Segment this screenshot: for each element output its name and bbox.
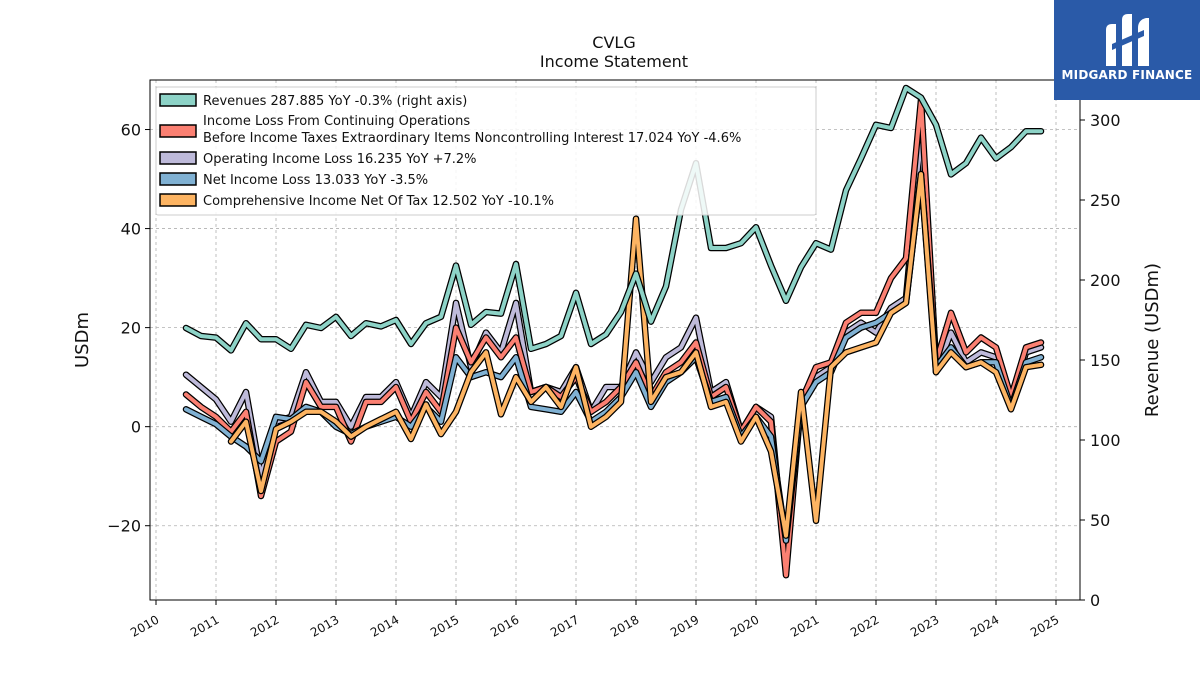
x-tick-label: 2023 xyxy=(908,612,941,639)
y2-tick-label: 100 xyxy=(1090,431,1121,450)
x-tick-label: 2010 xyxy=(128,612,161,639)
legend-swatch-net-income xyxy=(159,172,197,186)
x-tick-label: 2019 xyxy=(668,612,701,639)
legend-box xyxy=(155,86,817,216)
chart-subtitle: Income Statement xyxy=(540,52,688,71)
x-tick-label: 2014 xyxy=(368,612,401,639)
y-tick-label: 40 xyxy=(121,220,141,239)
x-tick-label: 2025 xyxy=(1028,612,1061,639)
series-lines xyxy=(182,84,1045,579)
y-tick-label: −20 xyxy=(107,517,141,536)
x-tick-label: 2020 xyxy=(728,612,761,639)
legend-label-operating-income: Operating Income Loss 16.235 YoY +7.2% xyxy=(203,152,477,167)
legend-swatch-pretax-income xyxy=(159,124,197,138)
right-axis-ticks: 0 50 100 150 200 250 300 xyxy=(1080,111,1121,610)
x-tick-label: 2018 xyxy=(608,612,641,639)
legend-label-revenues: Revenues 287.885 YoY -0.3% (right axis) xyxy=(203,94,467,109)
y-axis-label: USDm xyxy=(72,312,93,368)
x-tick-label: 2011 xyxy=(188,612,221,639)
series-line-comprehensive-income-net-of-tax xyxy=(229,172,1043,538)
legend-swatch-operating-income xyxy=(159,151,197,165)
series-line-income-loss-from-continuing-operations-b xyxy=(184,97,1043,578)
x-tick-label: 2024 xyxy=(968,612,1001,639)
legend-swatch-comprehensive-income xyxy=(159,193,197,207)
series-line-revenues xyxy=(184,86,1043,353)
y2-tick-label: 150 xyxy=(1090,351,1121,370)
legend: Revenues 287.885 YoY -0.3% (right axis) … xyxy=(155,86,817,216)
y2-tick-label: 250 xyxy=(1090,191,1121,210)
brand-logo: MIDGARD FINANCE xyxy=(1054,0,1200,100)
y2-tick-label: 200 xyxy=(1090,271,1121,290)
legend-label-net-income: Net Income Loss 13.033 YoY -3.5% xyxy=(203,173,428,188)
midgard-logo-icon xyxy=(1106,14,1149,66)
x-tick-label: 2012 xyxy=(248,612,281,639)
y2-tick-label: 300 xyxy=(1090,111,1121,130)
x-tick-label: 2016 xyxy=(488,612,521,639)
series-line-operating-income-loss xyxy=(184,132,1043,573)
y2-axis-label: Revenue (USDm) xyxy=(1142,263,1163,417)
y-tick-label: 0 xyxy=(131,418,141,437)
plot-frame xyxy=(149,79,1081,601)
y-tick-label: 20 xyxy=(121,319,141,338)
left-axis-ticks: −20 0 20 40 60 xyxy=(107,121,150,536)
y2-tick-label: 0 xyxy=(1090,591,1100,610)
x-tick-label: 2013 xyxy=(308,612,341,639)
legend-label-pretax-income-line2: Before Income Taxes Extraordinary Items … xyxy=(203,131,741,146)
x-tick-label: 2021 xyxy=(788,612,821,639)
legend-label-pretax-income-line1: Income Loss From Continuing Operations xyxy=(203,114,470,129)
legend-label-comprehensive-income: Comprehensive Income Net Of Tax 12.502 Y… xyxy=(203,194,554,209)
x-axis-ticks: 2010 2011 2012 2013 2014 2015 2016 2017 2018 2019… xyxy=(128,600,1062,640)
x-tick-label: 2015 xyxy=(428,612,461,639)
x-tick-label: 2022 xyxy=(848,612,881,639)
legend-swatch-revenues xyxy=(159,93,197,107)
brand-name: MIDGARD FINANCE xyxy=(1061,68,1193,82)
y2-tick-label: 50 xyxy=(1090,511,1110,530)
y-tick-label: 60 xyxy=(121,121,141,140)
chart-title: CVLG xyxy=(592,33,635,52)
x-tick-label: 2017 xyxy=(548,612,581,639)
